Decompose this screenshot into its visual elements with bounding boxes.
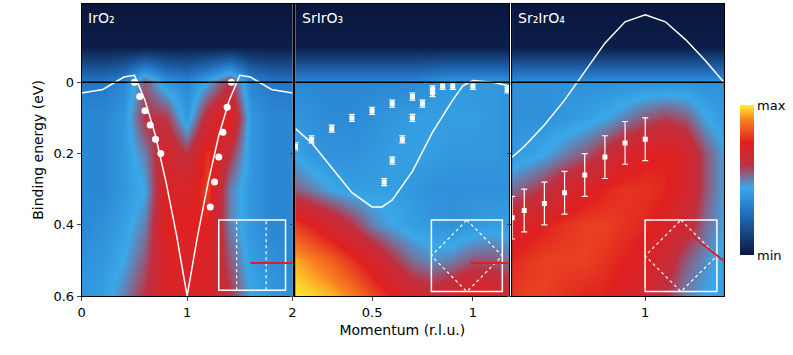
svg-text:Binding energy (eV): Binding energy (eV) — [30, 80, 46, 220]
svg-text:2: 2 — [288, 305, 296, 320]
svg-text:SrIrO₃: SrIrO₃ — [302, 10, 343, 26]
svg-text:Sr₂IrO₄: Sr₂IrO₄ — [518, 10, 565, 26]
svg-text:1: 1 — [469, 305, 477, 320]
svg-text:0: 0 — [78, 305, 86, 320]
svg-text:0.5: 0.5 — [362, 305, 383, 320]
svg-text:min: min — [757, 248, 782, 263]
svg-text:0.4: 0.4 — [53, 217, 74, 232]
svg-text:max: max — [757, 98, 786, 113]
svg-text:1: 1 — [183, 305, 191, 320]
svg-text:Momentum (r.l.u.): Momentum (r.l.u.) — [339, 322, 465, 338]
svg-text:0.2: 0.2 — [53, 146, 74, 161]
svg-text:IrO₂: IrO₂ — [88, 10, 115, 26]
svg-text:0: 0 — [66, 75, 74, 90]
svg-text:0.6: 0.6 — [53, 289, 74, 304]
svg-text:1: 1 — [641, 305, 649, 320]
